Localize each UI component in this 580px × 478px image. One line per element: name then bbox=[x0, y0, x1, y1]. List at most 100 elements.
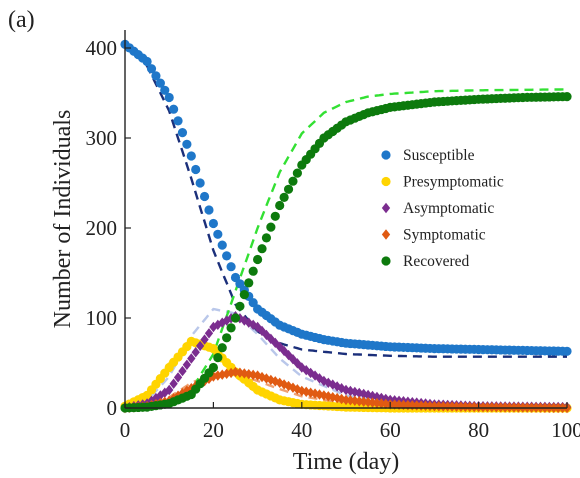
y-tick-label: 100 bbox=[86, 306, 118, 330]
data-point-asymptomatic bbox=[204, 328, 214, 339]
data-point-asymptomatic bbox=[173, 372, 183, 383]
data-point-symptomatic bbox=[443, 401, 452, 412]
data-point-asymptomatic bbox=[341, 384, 351, 396]
data-point-symptomatic bbox=[456, 401, 466, 412]
data-point-asymptomatic bbox=[191, 347, 200, 358]
data-point-asymptomatic bbox=[169, 378, 178, 389]
legend-item-susceptible: Susceptible bbox=[381, 147, 475, 164]
data-point-symptomatic bbox=[266, 374, 276, 386]
data-point-susceptible bbox=[195, 178, 205, 188]
data-point-asymptomatic bbox=[377, 392, 386, 404]
data-point-recovered bbox=[248, 266, 258, 276]
data-point-recovered bbox=[292, 168, 302, 178]
data-point-asymptomatic bbox=[310, 370, 320, 381]
data-point-recovered bbox=[283, 184, 294, 194]
data-point-asymptomatic bbox=[324, 377, 333, 388]
data-point-recovered bbox=[266, 222, 276, 232]
model-curve-recovered bbox=[124, 88, 567, 410]
data-point-recovered bbox=[275, 200, 285, 211]
data-point-recovered bbox=[244, 278, 254, 288]
x-tick-label: 0 bbox=[120, 418, 131, 442]
data-point-recovered bbox=[270, 211, 280, 221]
data-point-susceptible bbox=[213, 229, 223, 239]
data-point-susceptible bbox=[222, 251, 232, 261]
data-point-asymptomatic bbox=[200, 334, 209, 345]
data-point-recovered bbox=[235, 301, 245, 311]
data-point-susceptible bbox=[208, 218, 218, 229]
model-curve-susceptible bbox=[124, 43, 567, 358]
legend-item-presymptomatic: Presymptomatic bbox=[381, 174, 504, 191]
data-point-symptomatic bbox=[355, 396, 364, 407]
data-point-susceptible bbox=[169, 104, 179, 114]
data-point-symptomatic bbox=[337, 393, 346, 405]
data-point-recovered bbox=[222, 333, 232, 343]
data-point-asymptomatic bbox=[266, 333, 276, 345]
data-point-symptomatic bbox=[372, 397, 382, 409]
data-point-symptomatic bbox=[487, 402, 497, 413]
data-point-asymptomatic bbox=[293, 358, 302, 369]
series-recovered bbox=[120, 92, 572, 413]
y-axis-label: Number of Individuals bbox=[50, 110, 76, 329]
data-point-symptomatic bbox=[439, 401, 448, 412]
data-point-symptomatic bbox=[421, 400, 430, 412]
data-point-recovered bbox=[279, 192, 289, 202]
data-point-symptomatic bbox=[293, 384, 302, 395]
data-point-asymptomatic bbox=[279, 345, 289, 357]
data-point-susceptible bbox=[173, 116, 183, 126]
data-point-asymptomatic bbox=[187, 353, 196, 364]
data-point-recovered bbox=[562, 92, 572, 102]
data-point-susceptible bbox=[146, 64, 157, 74]
data-point-asymptomatic bbox=[297, 362, 306, 373]
legend-marker-presymptomatic bbox=[381, 176, 391, 187]
data-point-symptomatic bbox=[492, 402, 501, 413]
legend-label-symptomatic: Symptomatic bbox=[403, 227, 486, 244]
data-point-susceptible bbox=[204, 205, 214, 215]
y-tick-label: 300 bbox=[86, 126, 118, 150]
legend-marker-susceptible bbox=[381, 150, 391, 160]
legend-item-asymptomatic: Asymptomatic bbox=[381, 200, 494, 217]
model-curve-asymptomatic bbox=[124, 307, 567, 410]
data-point-asymptomatic bbox=[337, 383, 346, 394]
axes: 0 100 200 300 400 0 20 40 60 80 100 bbox=[86, 30, 580, 442]
legend: Susceptible Presymptomatic Asymptomatic Sym… bbox=[381, 147, 504, 270]
data-point-asymptomatic bbox=[262, 329, 271, 341]
data-point-susceptible bbox=[151, 71, 161, 81]
data-point-susceptible bbox=[142, 56, 152, 67]
legend-label-recovered: Recovered bbox=[403, 253, 470, 270]
data-point-asymptomatic bbox=[165, 384, 174, 396]
data-point-asymptomatic bbox=[328, 379, 337, 390]
data-point-susceptible bbox=[186, 151, 196, 161]
data-point-symptomatic bbox=[452, 401, 461, 412]
data-point-asymptomatic bbox=[372, 391, 382, 403]
x-axis-label: Time (day) bbox=[293, 449, 399, 475]
y-tick-label: 0 bbox=[107, 396, 118, 420]
data-point-symptomatic bbox=[461, 401, 470, 413]
data-point-susceptible bbox=[182, 139, 192, 149]
data-point-recovered bbox=[261, 233, 272, 243]
series-susceptible bbox=[120, 39, 572, 356]
data-point-symptomatic bbox=[341, 394, 351, 406]
x-tick-label: 20 bbox=[203, 418, 224, 442]
data-point-symptomatic bbox=[434, 401, 443, 412]
data-point-symptomatic bbox=[470, 401, 479, 413]
data-point-symptomatic bbox=[262, 373, 271, 384]
data-point-symptomatic bbox=[377, 398, 386, 409]
data-point-recovered bbox=[257, 244, 267, 254]
data-point-recovered bbox=[213, 353, 223, 363]
data-point-symptomatic bbox=[328, 392, 337, 403]
data-point-susceptible bbox=[160, 85, 170, 95]
data-point-recovered bbox=[208, 362, 218, 373]
legend-label-asymptomatic: Asymptomatic bbox=[403, 200, 494, 217]
x-tick-label: 80 bbox=[468, 418, 489, 442]
legend-label-susceptible: Susceptible bbox=[403, 147, 475, 164]
legend-marker-recovered bbox=[381, 256, 391, 266]
legend-item-symptomatic: Symptomatic bbox=[381, 227, 486, 244]
data-point-symptomatic bbox=[447, 401, 457, 412]
data-point-recovered bbox=[230, 313, 241, 323]
data-point-susceptible bbox=[562, 346, 572, 356]
y-tick-label: 400 bbox=[86, 36, 118, 60]
data-point-asymptomatic bbox=[178, 365, 187, 377]
data-point-symptomatic bbox=[465, 401, 474, 413]
data-point-susceptible bbox=[199, 191, 210, 202]
panel-label: (a) bbox=[8, 7, 35, 33]
